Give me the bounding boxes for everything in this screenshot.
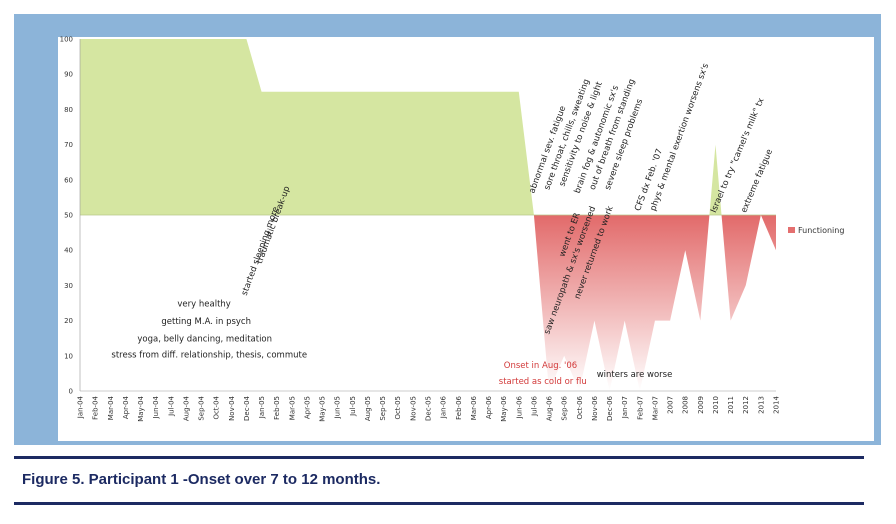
x-tick-label: Jul-06: [530, 395, 538, 416]
x-tick-label: Jan-04: [77, 395, 85, 419]
x-tick-label: May-04: [137, 395, 145, 421]
x-tick-label: Dec-05: [425, 396, 433, 421]
annotation-text: winters are worse: [597, 370, 673, 380]
legend-swatch-functioning: [788, 227, 795, 233]
x-tick-label: Feb-04: [92, 395, 100, 419]
y-tick-label: 90: [64, 71, 73, 79]
x-tick-label: Apr-04: [122, 395, 130, 419]
x-tick-label: 2014: [773, 395, 781, 413]
y-tick-label: 40: [64, 247, 73, 255]
x-tick-label: 2012: [742, 396, 750, 414]
x-tick-label: Sep-04: [198, 395, 206, 420]
x-tick-label: Aug-04: [182, 395, 190, 421]
x-tick-label: Mar-05: [288, 396, 296, 420]
legend-label-functioning: Functioning: [798, 226, 844, 235]
annotation-text: extreme fatigue: [739, 148, 775, 215]
x-tick-label: May-06: [500, 395, 508, 421]
x-tick-label: Dec-04: [243, 395, 251, 421]
y-tick-label: 100: [60, 36, 73, 44]
x-tick-label: Jan-06: [440, 395, 448, 419]
x-tick-label: Jan-05: [258, 396, 266, 419]
functioning-area-below-baseline: [80, 215, 776, 391]
caption-rule-top: [14, 456, 864, 459]
x-tick-label: 2007: [667, 396, 675, 414]
x-tick-label: Oct-04: [213, 395, 221, 419]
x-tick-label: 2009: [697, 396, 705, 414]
figure-caption: Figure 5. Participant 1 -Onset over 7 to…: [22, 471, 381, 488]
y-tick-label: 50: [64, 212, 73, 220]
y-tick-label: 10: [64, 352, 73, 360]
functioning-area-above-baseline: [80, 39, 776, 215]
x-tick-label: Mar-06: [470, 395, 478, 420]
y-tick-label: 70: [64, 141, 73, 149]
x-tick-label: Feb-07: [636, 396, 644, 420]
x-tick-label: Sep-06: [561, 395, 569, 420]
x-tick-label: Nov-06: [591, 395, 599, 420]
x-tick-label: Feb-06: [455, 395, 463, 419]
annotation-text: started as cold or flu: [499, 377, 587, 387]
annotation-text: Onset in Aug. '06: [504, 361, 577, 371]
x-tick-label: 2008: [682, 396, 690, 414]
y-tick-label: 80: [64, 106, 73, 114]
x-tick-label: Jan-07: [621, 396, 629, 419]
x-tick-label: Apr-05: [303, 396, 311, 419]
y-tick-label: 20: [64, 317, 73, 325]
x-tick-label: Mar-07: [651, 396, 659, 420]
x-tick-label: Aug-05: [364, 396, 372, 421]
y-tick-label: 60: [64, 176, 73, 184]
x-tick-label: Mar-04: [107, 395, 115, 420]
annotation-text: Israel to try "camel's milk" tx: [709, 97, 767, 215]
functioning-chart: 0 10 20 30 40 50 60 70 80 90 100 Jan-04 Feb-04 Mar-04…: [60, 36, 845, 422]
x-tick-label: Jun-06: [515, 395, 523, 419]
x-tick-label: Jul-04: [167, 395, 175, 416]
x-tick-label: Dec-06: [606, 395, 614, 421]
annotation-text: yoga, belly dancing, meditation: [137, 335, 272, 345]
x-tick-label: Sep-05: [379, 396, 387, 421]
caption-rule-bottom: [14, 502, 864, 505]
y-tick-label: 0: [69, 388, 73, 396]
x-tick-label: Jul-05: [349, 396, 357, 417]
x-tick-label: Oct-06: [576, 395, 584, 419]
x-tick-label: 2013: [757, 396, 765, 414]
x-tick-label: Oct-05: [394, 396, 402, 420]
x-tick-label: May-05: [319, 396, 327, 422]
x-tick-label: 2010: [712, 396, 720, 414]
x-tick-label: Aug-06: [546, 395, 554, 421]
annotation-text: getting M.A. in psych: [161, 317, 251, 327]
x-tick-label: Feb-05: [273, 396, 281, 420]
annotation-text: very healthy: [177, 300, 230, 310]
x-tick-label: Apr-06: [485, 395, 493, 419]
x-tick-label: Nov-04: [228, 395, 236, 420]
x-tick-label: Jun-04: [152, 395, 160, 419]
annotation-text: phys & mental exertion worsens sx's: [648, 62, 711, 213]
y-tick-label: 30: [64, 282, 73, 290]
x-tick-label: Nov-05: [409, 396, 417, 421]
x-tick-label: 2011: [727, 396, 735, 414]
annotation-text: stress from diff. relationship, thesis, …: [111, 351, 307, 361]
x-tick-label: Jun-05: [334, 396, 342, 419]
